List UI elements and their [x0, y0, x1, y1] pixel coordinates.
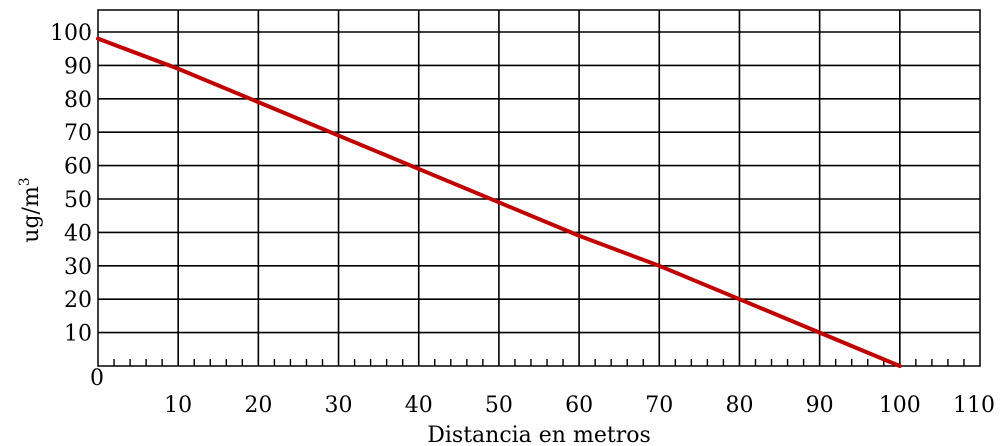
y-tick-label-10: 10: [64, 322, 92, 347]
y-tick-label-40: 40: [64, 221, 92, 246]
plot-frame: [97, 9, 981, 367]
y-axis-label-text: ug/m: [19, 186, 44, 243]
x-tick-label-40: 40: [405, 393, 433, 418]
x-tick-label-100: 100: [879, 393, 921, 418]
y-axis-label-superscript: 3: [17, 177, 33, 186]
series-line-0: [96, 36, 902, 368]
y-tick-label-90: 90: [64, 54, 92, 79]
x-tick-label-80: 80: [725, 393, 753, 418]
y-tick-label-70: 70: [64, 121, 92, 146]
x-tick-label-50: 50: [485, 393, 513, 418]
y-tick-label-30: 30: [64, 255, 92, 280]
y-axis-label-group: ug/m3: [17, 177, 44, 242]
y-axis-tick-labels: 10 20 30 40 50 60 70 80 90 100: [50, 21, 92, 347]
plot-area-background: [98, 10, 980, 366]
y-axis-label: ug/m3: [17, 177, 44, 242]
x-axis-tick-labels: 10 20 30 40 50 60 70 80 90 100 110: [164, 393, 995, 418]
origin-label: 0: [90, 366, 104, 391]
y-tick-label-60: 60: [64, 155, 92, 180]
y-tick-label-80: 80: [64, 88, 92, 113]
x-tick-label-90: 90: [806, 393, 834, 418]
x-tick-label-10: 10: [164, 393, 192, 418]
horizontal-gridlines: [98, 31, 980, 334]
x-tick-label-20: 20: [244, 393, 272, 418]
x-tick-label-30: 30: [325, 393, 353, 418]
y-tick-label-20: 20: [64, 288, 92, 313]
x-axis-label: Distancia en metros: [427, 423, 651, 446]
series-layer: [96, 36, 902, 368]
x-tick-label-70: 70: [645, 393, 673, 418]
y-tick-label-50: 50: [64, 188, 92, 213]
y-tick-label-100: 100: [50, 21, 92, 46]
minor-tick-marks: [113, 359, 965, 366]
x-tick-label-60: 60: [565, 393, 593, 418]
x-tick-label-110: 110: [953, 393, 995, 418]
